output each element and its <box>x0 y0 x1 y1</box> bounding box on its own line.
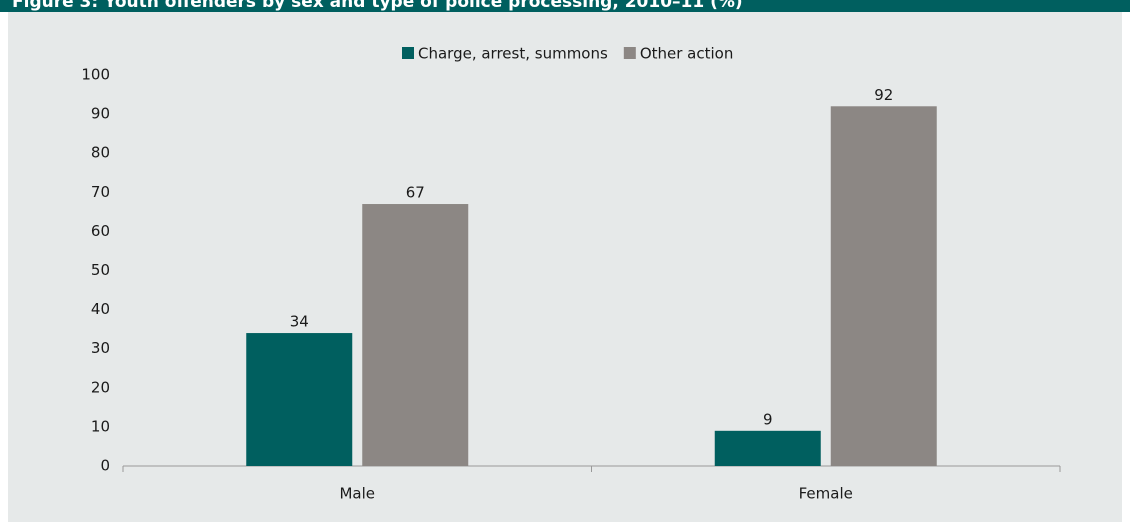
bar <box>830 106 937 466</box>
x-tick-label: Female <box>799 485 853 503</box>
bar <box>362 204 469 466</box>
chart-title: Figure 3: Youth offenders by sex and typ… <box>12 0 743 12</box>
y-tick-label: 30 <box>91 339 110 357</box>
bar <box>246 333 353 466</box>
data-label: 9 <box>763 410 773 428</box>
legend-label: Charge, arrest, summons <box>418 45 608 63</box>
legend-swatch <box>402 47 414 59</box>
chart-panel <box>8 12 1122 522</box>
legend-swatch <box>623 47 636 59</box>
y-tick-label: 10 <box>91 417 110 435</box>
y-tick-label: 100 <box>81 66 110 84</box>
bar <box>714 430 821 466</box>
y-tick-label: 20 <box>91 378 110 396</box>
y-tick-label: 60 <box>91 222 110 240</box>
y-tick-label: 70 <box>91 183 110 201</box>
y-tick-label: 80 <box>91 144 110 162</box>
y-tick-label: 50 <box>91 261 110 279</box>
x-tick-label: Male <box>339 485 375 503</box>
y-tick-label: 40 <box>91 300 110 318</box>
data-label: 92 <box>874 86 893 104</box>
data-label: 34 <box>290 313 309 331</box>
title-bar <box>0 0 1130 12</box>
legend-label: Other action <box>640 45 734 63</box>
data-label: 67 <box>406 184 425 202</box>
y-tick-label: 0 <box>100 457 110 475</box>
y-tick-label: 90 <box>91 105 110 123</box>
